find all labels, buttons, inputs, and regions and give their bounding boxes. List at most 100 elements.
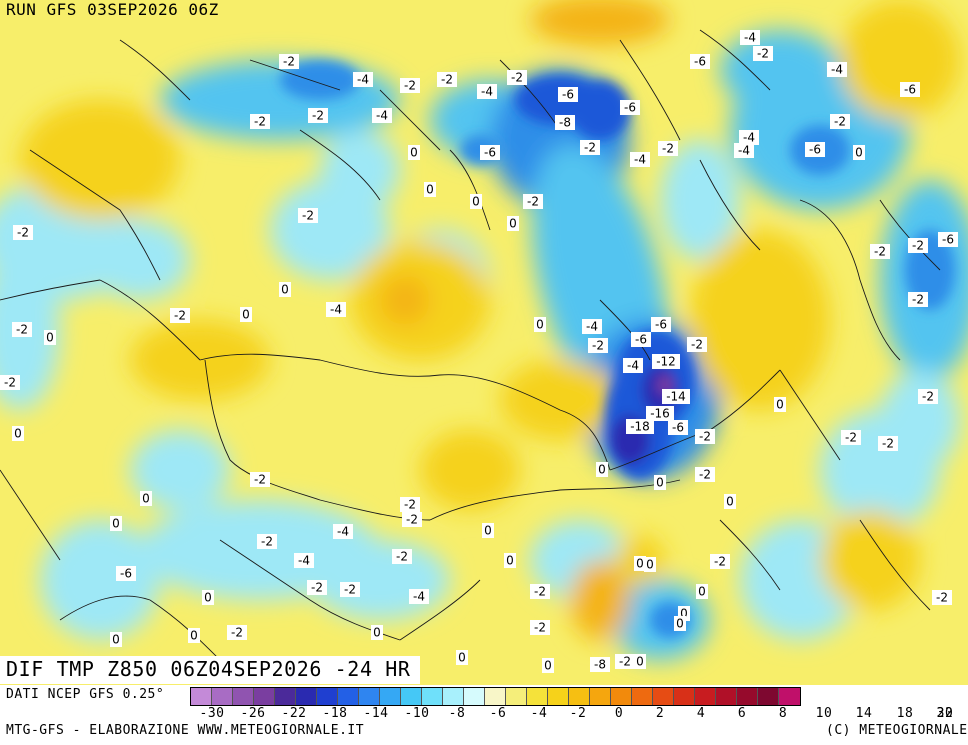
legend-swatch [422,688,443,705]
anomaly-value-label: -2 [511,71,523,85]
anomaly-value-label: -6 [624,101,636,115]
anomaly-value-label: -2 [619,655,631,669]
legend-swatch [632,688,653,705]
legend-tick: -10 [404,706,430,721]
border-line [29,149,161,281]
anomaly-value-label: -16 [650,407,670,421]
value-label-background [739,130,759,145]
anomaly-field-patch [530,0,670,45]
legend-swatch [569,688,590,705]
value-label-background [634,654,646,669]
anomaly-value-label: 0 [458,651,466,665]
legend-swatch [401,688,422,705]
value-label-background [279,282,291,297]
value-label-background [353,72,373,87]
value-label-background [227,625,247,640]
value-label-background [830,114,850,129]
legend-swatch [548,688,569,705]
anomaly-value-label: 0 [373,626,381,640]
value-label-background [110,632,122,647]
value-label-background [188,628,200,643]
value-label-background [580,140,600,155]
anomaly-value-label: -2 [834,115,846,129]
anomaly-value-label: -2 [406,513,418,527]
value-label-background [456,650,468,665]
value-label-background [170,308,190,323]
legend-tick: 8 [778,706,788,721]
value-label-background [477,84,497,99]
legend-tick: -22 [281,706,307,721]
anomaly-field-patch [90,220,190,300]
value-label-background [615,654,635,669]
legend-swatch [275,688,296,705]
value-label-background [470,194,482,209]
anomaly-value-label: 0 [855,146,863,160]
anomaly-value-label: 0 [14,427,22,441]
anomaly-field-patch [420,430,520,510]
data-source-label: DATI NCEP GFS 0.25° [6,687,165,702]
value-label-background [668,420,688,435]
anomaly-value-label: 0 [676,617,684,631]
anomaly-value-label: -4 [376,109,388,123]
anomaly-value-label: 0 [646,558,654,572]
value-label-background [644,557,656,572]
value-label-background [240,307,252,322]
value-label-background [626,419,654,434]
anomaly-value-label: -4 [831,63,843,77]
anomaly-value-label: -6 [694,55,706,69]
border-line [99,279,201,361]
value-label-background [588,338,608,353]
value-label-background [631,332,651,347]
border-line [249,59,341,91]
anomaly-value-label: 0 [680,607,688,621]
legend-swatch [653,688,674,705]
anomaly-value-label: -14 [666,390,686,404]
map-title-band [0,656,420,684]
credit-label: MTG-GFS - ELABORAZIONE WWW.METEOGIORNALE… [6,723,365,738]
anomaly-value-label: -2 [283,55,295,69]
border-line [599,299,651,361]
anomaly-value-label: -2 [714,555,726,569]
value-label-background [542,658,554,673]
value-label-background [437,72,457,87]
legend-swatch [464,688,485,705]
value-label-background [853,145,865,160]
value-label-background [523,194,543,209]
anomaly-value-label: -2 [4,376,16,390]
anomaly-value-label: 0 [598,463,606,477]
value-label-background [372,108,392,123]
value-label-background [534,317,546,332]
value-label-background [938,232,958,247]
legend-tick: 0 [614,706,624,721]
legend-tick: 22 [936,706,954,721]
border-line [449,149,491,231]
anomaly-value-label: 0 [112,517,120,531]
value-label-background [402,512,422,527]
anomaly-field-patch [570,80,630,140]
anomaly-value-label: -2 [592,339,604,353]
anomaly-value-label: -2 [882,437,894,451]
legend-swatch [527,688,548,705]
legend-tick: -2 [569,706,587,721]
legend-tick: -4 [530,706,548,721]
value-label-background [932,590,952,605]
value-label-background [392,549,412,564]
anomaly-value-label: -2 [254,473,266,487]
legend-swatch [716,688,737,705]
anomaly-value-label: 0 [472,195,480,209]
value-label-background [408,145,420,160]
anomaly-value-label: -6 [809,143,821,157]
value-label-background [44,330,56,345]
value-label-background [620,100,640,115]
anomaly-value-label: -2 [534,621,546,635]
anomaly-value-label: 0 [190,629,198,643]
anomaly-value-label: -2 [691,338,703,352]
value-label-background [12,426,24,441]
value-label-background [662,389,690,404]
anomaly-value-label: 0 [636,557,644,571]
legend-swatch [443,688,464,705]
value-label-background [504,553,516,568]
legend-tick: 14 [855,706,873,721]
value-label-background [687,337,707,352]
